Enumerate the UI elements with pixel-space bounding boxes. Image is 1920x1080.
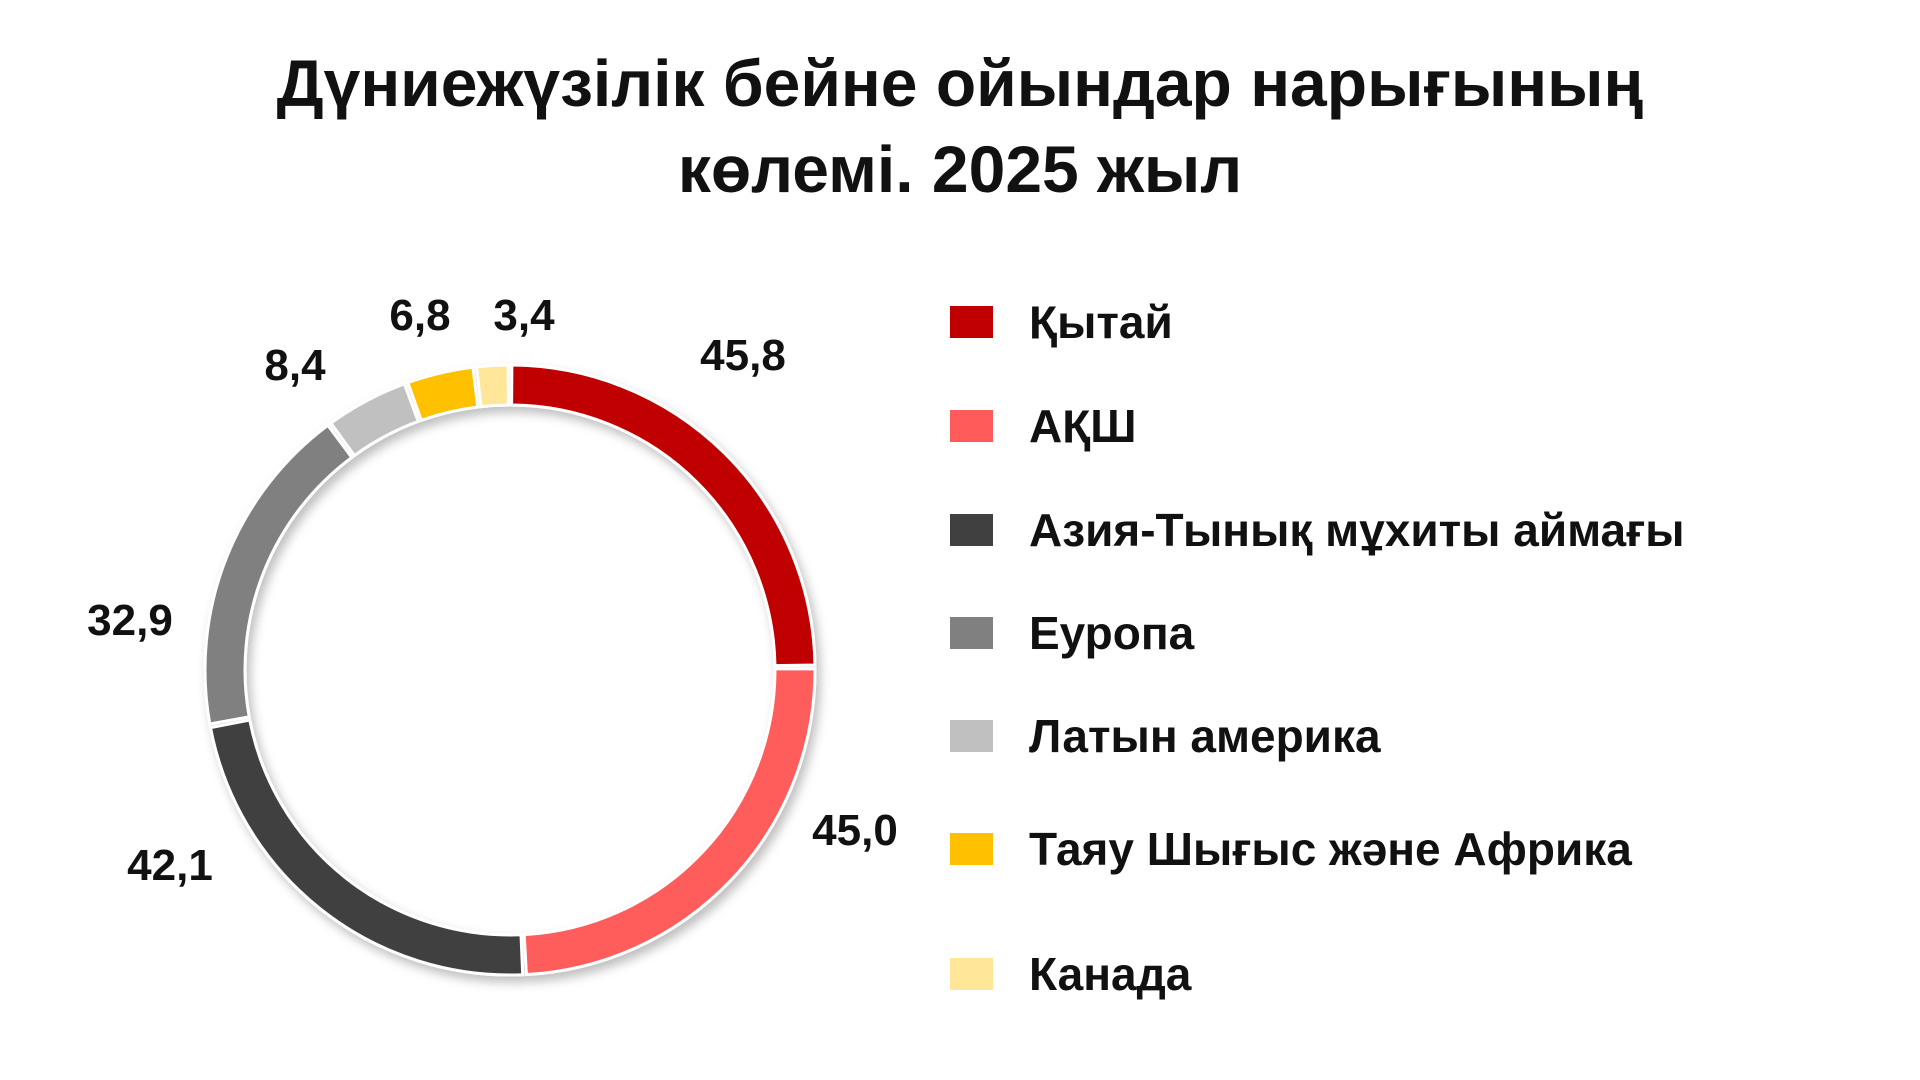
legend-label-1: Қытай: [1029, 296, 1173, 348]
slice-value-label-4: 32,9: [87, 596, 173, 645]
legend-label-6: Таяу Шығыс және Африка: [1029, 823, 1632, 875]
donut-slice-6: [405, 365, 480, 423]
legend-item-5: Латын америка: [950, 706, 1381, 766]
donut-slice-3: [208, 718, 525, 977]
legend-label-5: Латын америка: [1029, 710, 1381, 762]
slice-value-label-3: 42,1: [127, 841, 213, 890]
chart-title-line-1: Дүниежүзілік бейне ойындар нарығының: [276, 46, 1644, 120]
chart-title-line-2: көлемі. 2025 жыл: [677, 132, 1243, 206]
legend-swatch-4: [950, 617, 993, 649]
slice-value-label-5: 8,4: [264, 341, 326, 390]
slice-value-label-1: 45,8: [700, 331, 786, 380]
legend-swatch-6: [950, 833, 993, 865]
legend-swatch-2: [950, 410, 993, 442]
donut-slice-5: [328, 381, 421, 458]
legend-item-2: АҚШ: [950, 396, 1137, 456]
donut-slice-7: [474, 363, 510, 409]
legend-item-1: Қытай: [950, 292, 1173, 352]
legend-item-3: Азия-Тынық мұхиты аймағы: [950, 500, 1685, 560]
legend-swatch-3: [950, 514, 993, 546]
slice-value-label-6: 6,8: [389, 291, 450, 340]
legend-label-3: Азия-Тынық мұхиты аймағы: [1029, 504, 1685, 556]
legend-label-4: Еуропа: [1029, 607, 1195, 659]
legend-item-4: Еуропа: [950, 603, 1194, 663]
donut-slices: [203, 363, 817, 977]
legend-item-6: Таяу Шығыс және Африка: [950, 819, 1632, 879]
legend-item-7: Канада: [950, 944, 1191, 1004]
legend-label-7: Канада: [1029, 948, 1192, 1000]
donut-value-labels: 45,8 45,0 42,1 32,9 8,4 6,8 3,4: [87, 291, 898, 890]
donut-slice-2: [522, 667, 817, 977]
legend-swatch-1: [950, 306, 993, 338]
legend-swatch-7: [950, 958, 993, 990]
chart-legend: Қытай АҚШ Азия-Тынық мұхиты аймағы Еуропа Ла…: [950, 0, 1910, 1080]
slice-value-label-7: 3,4: [493, 291, 555, 340]
donut-slice-1: [510, 363, 817, 668]
chart-title: Дүниежүзілік бейне ойындар нарығының көл…: [0, 40, 1920, 212]
donut-slice-4: [203, 423, 354, 726]
legend-label-2: АҚШ: [1029, 400, 1137, 452]
legend-swatch-5: [950, 720, 993, 752]
slice-value-label-2: 45,0: [812, 806, 898, 855]
